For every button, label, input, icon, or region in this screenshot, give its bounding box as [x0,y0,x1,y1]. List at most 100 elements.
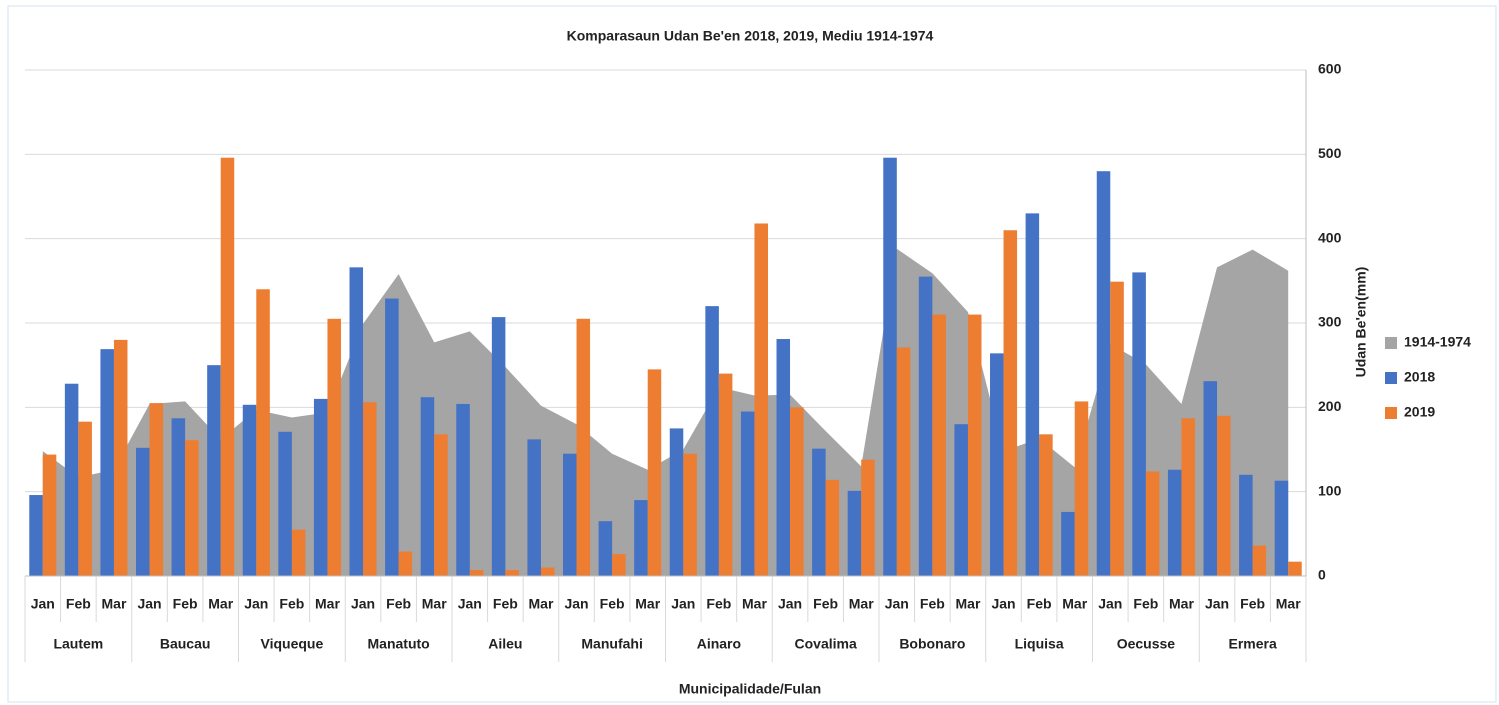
x-tick-label: Mar [742,596,767,612]
legend-swatch [1385,337,1397,349]
bar [398,551,413,576]
group-label: Bobonaro [899,636,965,652]
bar [718,373,733,576]
bar [149,403,164,576]
bar [420,397,435,576]
group-label: Manufahi [581,636,642,652]
bar [790,407,804,576]
bar [634,500,648,576]
x-tick-label: Mar [102,596,127,612]
x-tick-label: Mar [1276,596,1301,612]
bar [1252,545,1267,576]
x-tick-label: Feb [173,596,198,612]
bar [1145,471,1160,576]
x-tick-label: Feb [1027,596,1052,612]
bar [812,448,826,576]
group-label: Baucau [160,636,211,652]
bar [185,440,199,576]
x-tick-label: Jan [31,596,55,612]
bar [1003,230,1018,576]
bar [563,453,577,576]
x-tick-label: Jan [458,596,482,612]
bar [220,157,235,576]
x-tick-label: Jan [1098,596,1122,612]
x-tick-label: Jan [885,596,909,612]
x-tick-label: Feb [813,596,838,612]
y-tick-label: 500 [1318,145,1342,161]
bar [776,339,791,576]
bar [1274,480,1289,576]
bar [1074,401,1089,576]
bar [64,383,79,576]
bar [990,353,1004,576]
bar [1025,213,1040,576]
x-tick-label: Mar [849,596,874,612]
bar [313,398,328,576]
bar [705,306,719,576]
bar [136,447,150,576]
bar [100,349,114,576]
group-label: Liquisa [1015,636,1064,652]
bar [847,490,862,576]
legend-swatch [1385,407,1397,419]
x-tick-label: Mar [529,596,554,612]
bar [1288,561,1302,576]
y-tick-label: 0 [1318,567,1326,583]
bar [967,314,982,576]
y-tick-label: 100 [1318,482,1342,498]
bar [1096,171,1111,576]
bar [954,424,968,576]
bar [825,479,840,576]
x-tick-label: Mar [956,596,981,612]
bar [1167,469,1182,576]
x-tick-label: Feb [706,596,731,612]
bar [1039,434,1053,576]
x-tick-label: Mar [635,596,660,612]
group-label: Manatuto [368,636,430,652]
bar [278,431,292,576]
bar [669,428,684,576]
x-tick-label: Feb [1133,596,1158,612]
x-tick-label: Jan [778,596,802,612]
legend-swatch [1385,372,1397,384]
bar [491,317,506,576]
group-label: Covalima [795,636,857,652]
bar [291,529,306,576]
x-tick-label: Jan [991,596,1015,612]
bar [647,369,662,576]
bar [612,554,626,576]
bar [683,453,697,576]
bar [505,570,519,576]
y-axis-title: Udan Be'en(mm) [1353,267,1369,378]
bar [598,521,613,576]
x-axis-title: Municipalidade/Fulan [679,681,821,697]
group-label: Viqueque [260,636,323,652]
group-label: Ermera [1228,636,1276,652]
bar [207,365,221,576]
bar [256,289,270,576]
y-tick-label: 400 [1318,229,1342,245]
legend-label: 2018 [1404,369,1435,385]
x-tick-label: Mar [208,596,233,612]
bar [385,298,399,576]
x-tick-label: Mar [1169,596,1194,612]
bar [349,267,364,576]
x-tick-label: Feb [600,596,625,612]
group-label: Oecusse [1117,636,1176,652]
x-tick-label: Feb [279,596,304,612]
x-tick-label: Mar [1062,596,1087,612]
legend-label: 1914-1974 [1404,334,1471,350]
bar [456,403,470,576]
bar [171,418,186,576]
x-tick-label: Feb [493,596,518,612]
bar [78,421,92,576]
bar [576,318,591,576]
bar [527,439,541,576]
bar [932,314,946,576]
legend-label: 2019 [1404,404,1435,420]
bar [1217,415,1231,576]
x-tick-label: Jan [137,596,161,612]
bar [883,157,897,576]
group-label: Aileu [488,636,522,652]
y-tick-label: 200 [1318,398,1342,414]
